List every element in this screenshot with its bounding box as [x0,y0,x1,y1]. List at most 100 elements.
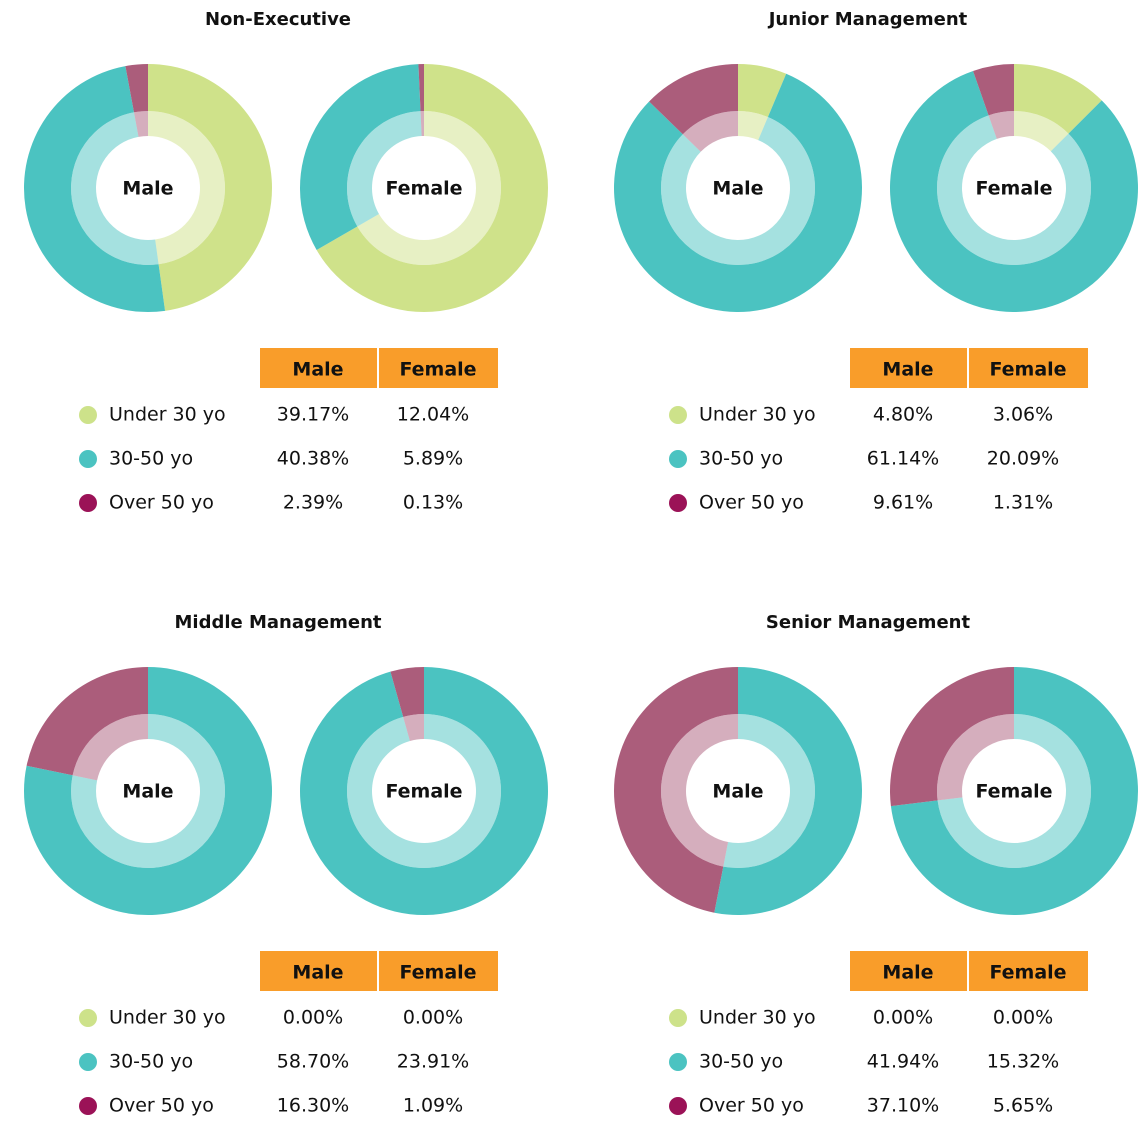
legend-label: Under 30 yo [699,404,816,426]
donut-center-label: Female [975,178,1052,200]
donut-inner-slice [660,714,738,867]
donut-inner-slice [738,111,768,141]
table-value: 15.32% [987,1051,1059,1073]
donut-center-label: Female [385,178,462,200]
donut-inner-slice [937,714,1014,801]
table-value: 39.17% [277,404,349,426]
donut-inner-slice [357,111,501,265]
table-value: 37.10% [867,1095,939,1117]
donut-slice [125,64,148,113]
legend-label: Under 30 yo [699,1007,816,1029]
legend-label: Over 50 yo [109,1095,214,1117]
donut-inner-slice [133,111,148,137]
table-value: 9.61% [873,492,933,514]
donut-slice [714,667,862,916]
table-value: 2.39% [283,492,343,514]
legend-label: Over 50 yo [699,492,804,514]
donut-slice [300,64,421,250]
table-value: 3.06% [993,404,1053,426]
donut-center-label: Male [122,178,173,200]
donut-inner-slice [682,111,738,152]
donut-inner-slice [661,117,816,265]
donut-inner-slice [723,714,815,868]
table-header-cell [379,951,498,991]
donut-inner-slice [347,714,502,868]
donut-inner-slice [1014,111,1069,152]
legend-dot [669,450,687,468]
donut-slice [300,667,549,916]
table-value: 5.65% [993,1095,1053,1117]
table-header-cell [850,348,967,388]
donut-inner-slice [346,111,422,227]
table-value: 0.00% [873,1007,933,1029]
legend-dot [669,1053,687,1071]
legend-dot [79,1009,97,1027]
donut-slice [418,64,424,112]
legend-label: Over 50 yo [109,492,214,514]
panel-title: Non-Executive [205,9,351,30]
donut-slice [148,64,272,311]
donut-center-label: Female [975,781,1052,803]
panel-title: Senior Management [766,612,971,633]
table-value: 58.70% [277,1051,349,1073]
donut-inner-slice [937,115,1091,266]
donut-slice [889,70,1138,312]
table-header-label: Male [292,359,343,381]
donut-slice [24,667,272,915]
legend-label: 30-50 yo [699,1051,783,1073]
donut-slice [1014,64,1102,134]
table-value: 12.04% [397,404,469,426]
table-header-cell [850,951,967,991]
table-header-cell [260,951,377,991]
table-value: 1.31% [993,492,1053,514]
donut-inner-slice [72,714,148,781]
table-header-label: Female [989,359,1066,381]
table-value: 0.00% [403,1007,463,1029]
table-header-label: Female [399,962,476,984]
legend-dot [669,1097,687,1115]
donut-inner-slice [988,111,1014,139]
table-header-cell [260,348,377,388]
donut-inner-slice [148,111,225,265]
table-header-label: Male [292,962,343,984]
donut-center-label: Female [385,781,462,803]
legend-label: Over 50 yo [699,1095,804,1117]
legend-dot [669,406,687,424]
panel-title: Middle Management [175,612,382,633]
donut-slice [649,64,738,135]
table-value: 5.89% [403,448,463,470]
donut-center-label: Male [712,781,763,803]
table-header-label: Male [882,962,933,984]
donut-slice [316,64,548,312]
table-header-label: Female [399,359,476,381]
donut-slice [890,667,1138,916]
legend-label: Under 30 yo [109,404,226,426]
donut-slice [26,667,149,776]
legend-label: 30-50 yo [109,1051,193,1073]
table-value: 0.00% [283,1007,343,1029]
donut-center-label: Male [712,178,763,200]
donut-slice [613,667,738,913]
table-value: 61.14% [867,448,939,470]
donut-center-label: Male [122,781,173,803]
table-header-label: Male [882,359,933,381]
legend-dot [79,450,97,468]
legend-dot [669,494,687,512]
donut-inner-slice [403,714,424,741]
donut-slice [24,66,166,312]
table-value: 4.80% [873,404,933,426]
legend-dot [669,1009,687,1027]
donut-slice [890,667,1014,807]
legend-label: 30-50 yo [109,448,193,470]
table-value: 16.30% [277,1095,349,1117]
legend-dot [79,1097,97,1115]
table-value: 0.13% [403,492,463,514]
donut-slice [390,667,424,717]
donut-inner-slice [937,714,1092,868]
donut-slice [614,73,863,313]
table-header-cell [969,951,1088,991]
donut-inner-slice [71,112,159,265]
table-header-label: Female [989,962,1066,984]
